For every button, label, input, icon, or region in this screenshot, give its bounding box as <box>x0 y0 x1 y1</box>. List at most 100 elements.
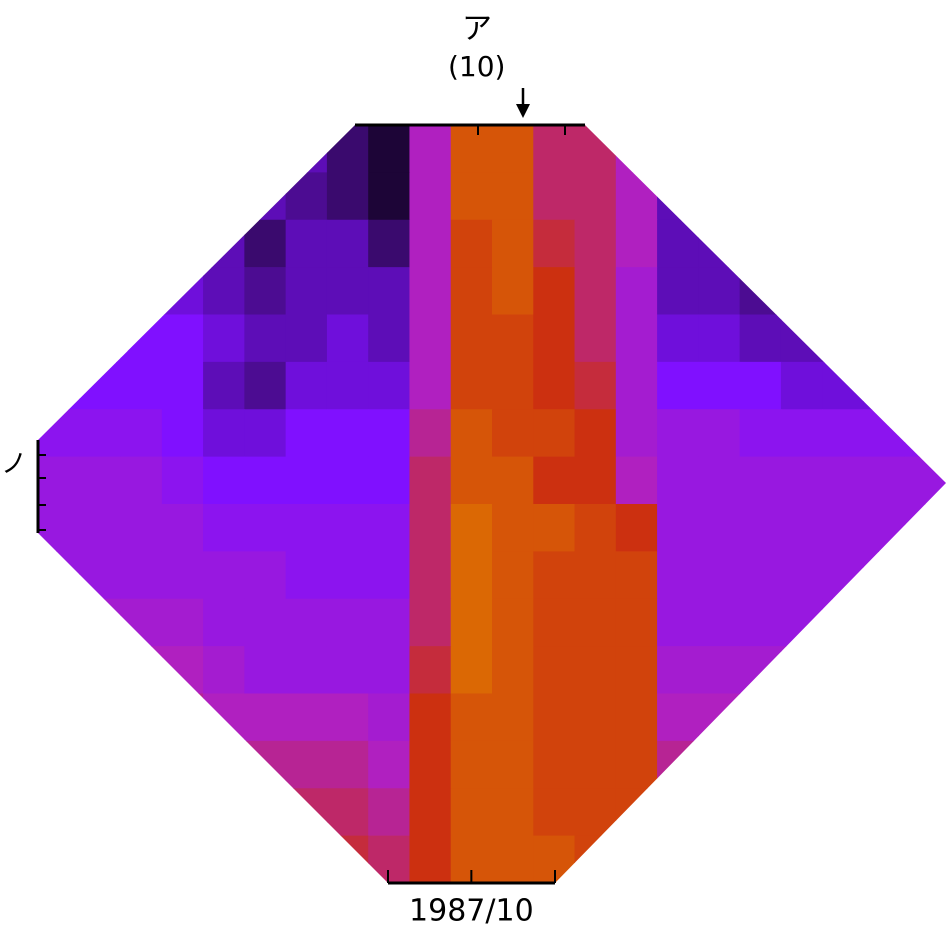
cell <box>574 835 617 883</box>
cell <box>326 740 369 789</box>
cell <box>409 219 452 268</box>
cell <box>904 551 946 600</box>
cell <box>368 598 411 647</box>
cell <box>863 551 906 600</box>
cell <box>326 267 369 316</box>
cell <box>161 740 204 789</box>
cell <box>657 740 699 789</box>
cell <box>739 219 782 268</box>
cell <box>285 693 328 742</box>
cell <box>409 504 452 552</box>
cell <box>38 835 80 883</box>
cell <box>368 409 411 458</box>
cell <box>79 267 122 316</box>
cell <box>450 314 493 363</box>
cell <box>904 314 946 363</box>
cell <box>492 361 534 410</box>
cell <box>533 788 576 837</box>
cell <box>492 551 534 600</box>
cell <box>450 598 493 647</box>
cell <box>203 314 245 363</box>
cell <box>615 551 658 600</box>
cell <box>79 172 122 221</box>
cell <box>574 125 617 173</box>
cell <box>244 125 287 173</box>
cell <box>822 693 865 742</box>
cell <box>409 314 452 363</box>
cell <box>79 598 122 647</box>
cell <box>657 361 699 410</box>
cell <box>79 361 122 410</box>
cell <box>244 219 287 268</box>
cell <box>739 693 782 742</box>
cell <box>38 267 80 316</box>
cell <box>739 267 782 316</box>
cell <box>203 835 245 883</box>
cell <box>615 740 658 789</box>
cell <box>368 693 411 742</box>
cell <box>533 172 576 221</box>
cell <box>203 172 245 221</box>
cell <box>326 504 369 552</box>
cell <box>368 267 411 316</box>
cell <box>780 740 823 789</box>
cell <box>822 314 865 363</box>
cell <box>615 456 658 505</box>
cell <box>533 456 576 505</box>
cell <box>574 740 617 789</box>
cell <box>904 267 946 316</box>
cell <box>863 314 906 363</box>
cell <box>533 693 576 742</box>
cell <box>780 125 823 173</box>
cell <box>38 504 80 552</box>
cell <box>492 456 534 505</box>
cell <box>615 835 658 883</box>
cell <box>657 646 699 695</box>
cell <box>739 598 782 647</box>
cell <box>574 693 617 742</box>
cell <box>904 125 946 173</box>
cell <box>657 314 699 363</box>
cell <box>120 456 163 505</box>
cell <box>698 551 741 600</box>
cell <box>739 504 782 552</box>
cell <box>657 219 699 268</box>
cell <box>822 361 865 410</box>
cell <box>38 598 80 647</box>
cell <box>863 504 906 552</box>
cell <box>161 693 204 742</box>
cell <box>904 646 946 695</box>
cell <box>409 551 452 600</box>
cell <box>615 693 658 742</box>
cell <box>120 219 163 268</box>
cell <box>492 409 534 458</box>
cell <box>38 219 80 268</box>
cell <box>863 456 906 505</box>
cell <box>203 125 245 173</box>
cell <box>368 740 411 789</box>
cell <box>904 172 946 221</box>
cell <box>38 409 80 458</box>
cell <box>368 456 411 505</box>
cell <box>574 314 617 363</box>
cell <box>161 361 204 410</box>
cell <box>203 693 245 742</box>
cell <box>863 409 906 458</box>
x-tick-label: 1987/10 <box>409 894 534 929</box>
cell <box>203 504 245 552</box>
cell <box>863 598 906 647</box>
cell <box>285 551 328 600</box>
cell <box>244 504 287 552</box>
cell <box>120 835 163 883</box>
cell <box>285 219 328 268</box>
cell <box>863 646 906 695</box>
cell <box>574 219 617 268</box>
cell <box>326 314 369 363</box>
cell <box>244 409 287 458</box>
cell <box>79 646 122 695</box>
cell <box>203 267 245 316</box>
cell <box>739 788 782 837</box>
cell <box>698 267 741 316</box>
cell <box>780 598 823 647</box>
